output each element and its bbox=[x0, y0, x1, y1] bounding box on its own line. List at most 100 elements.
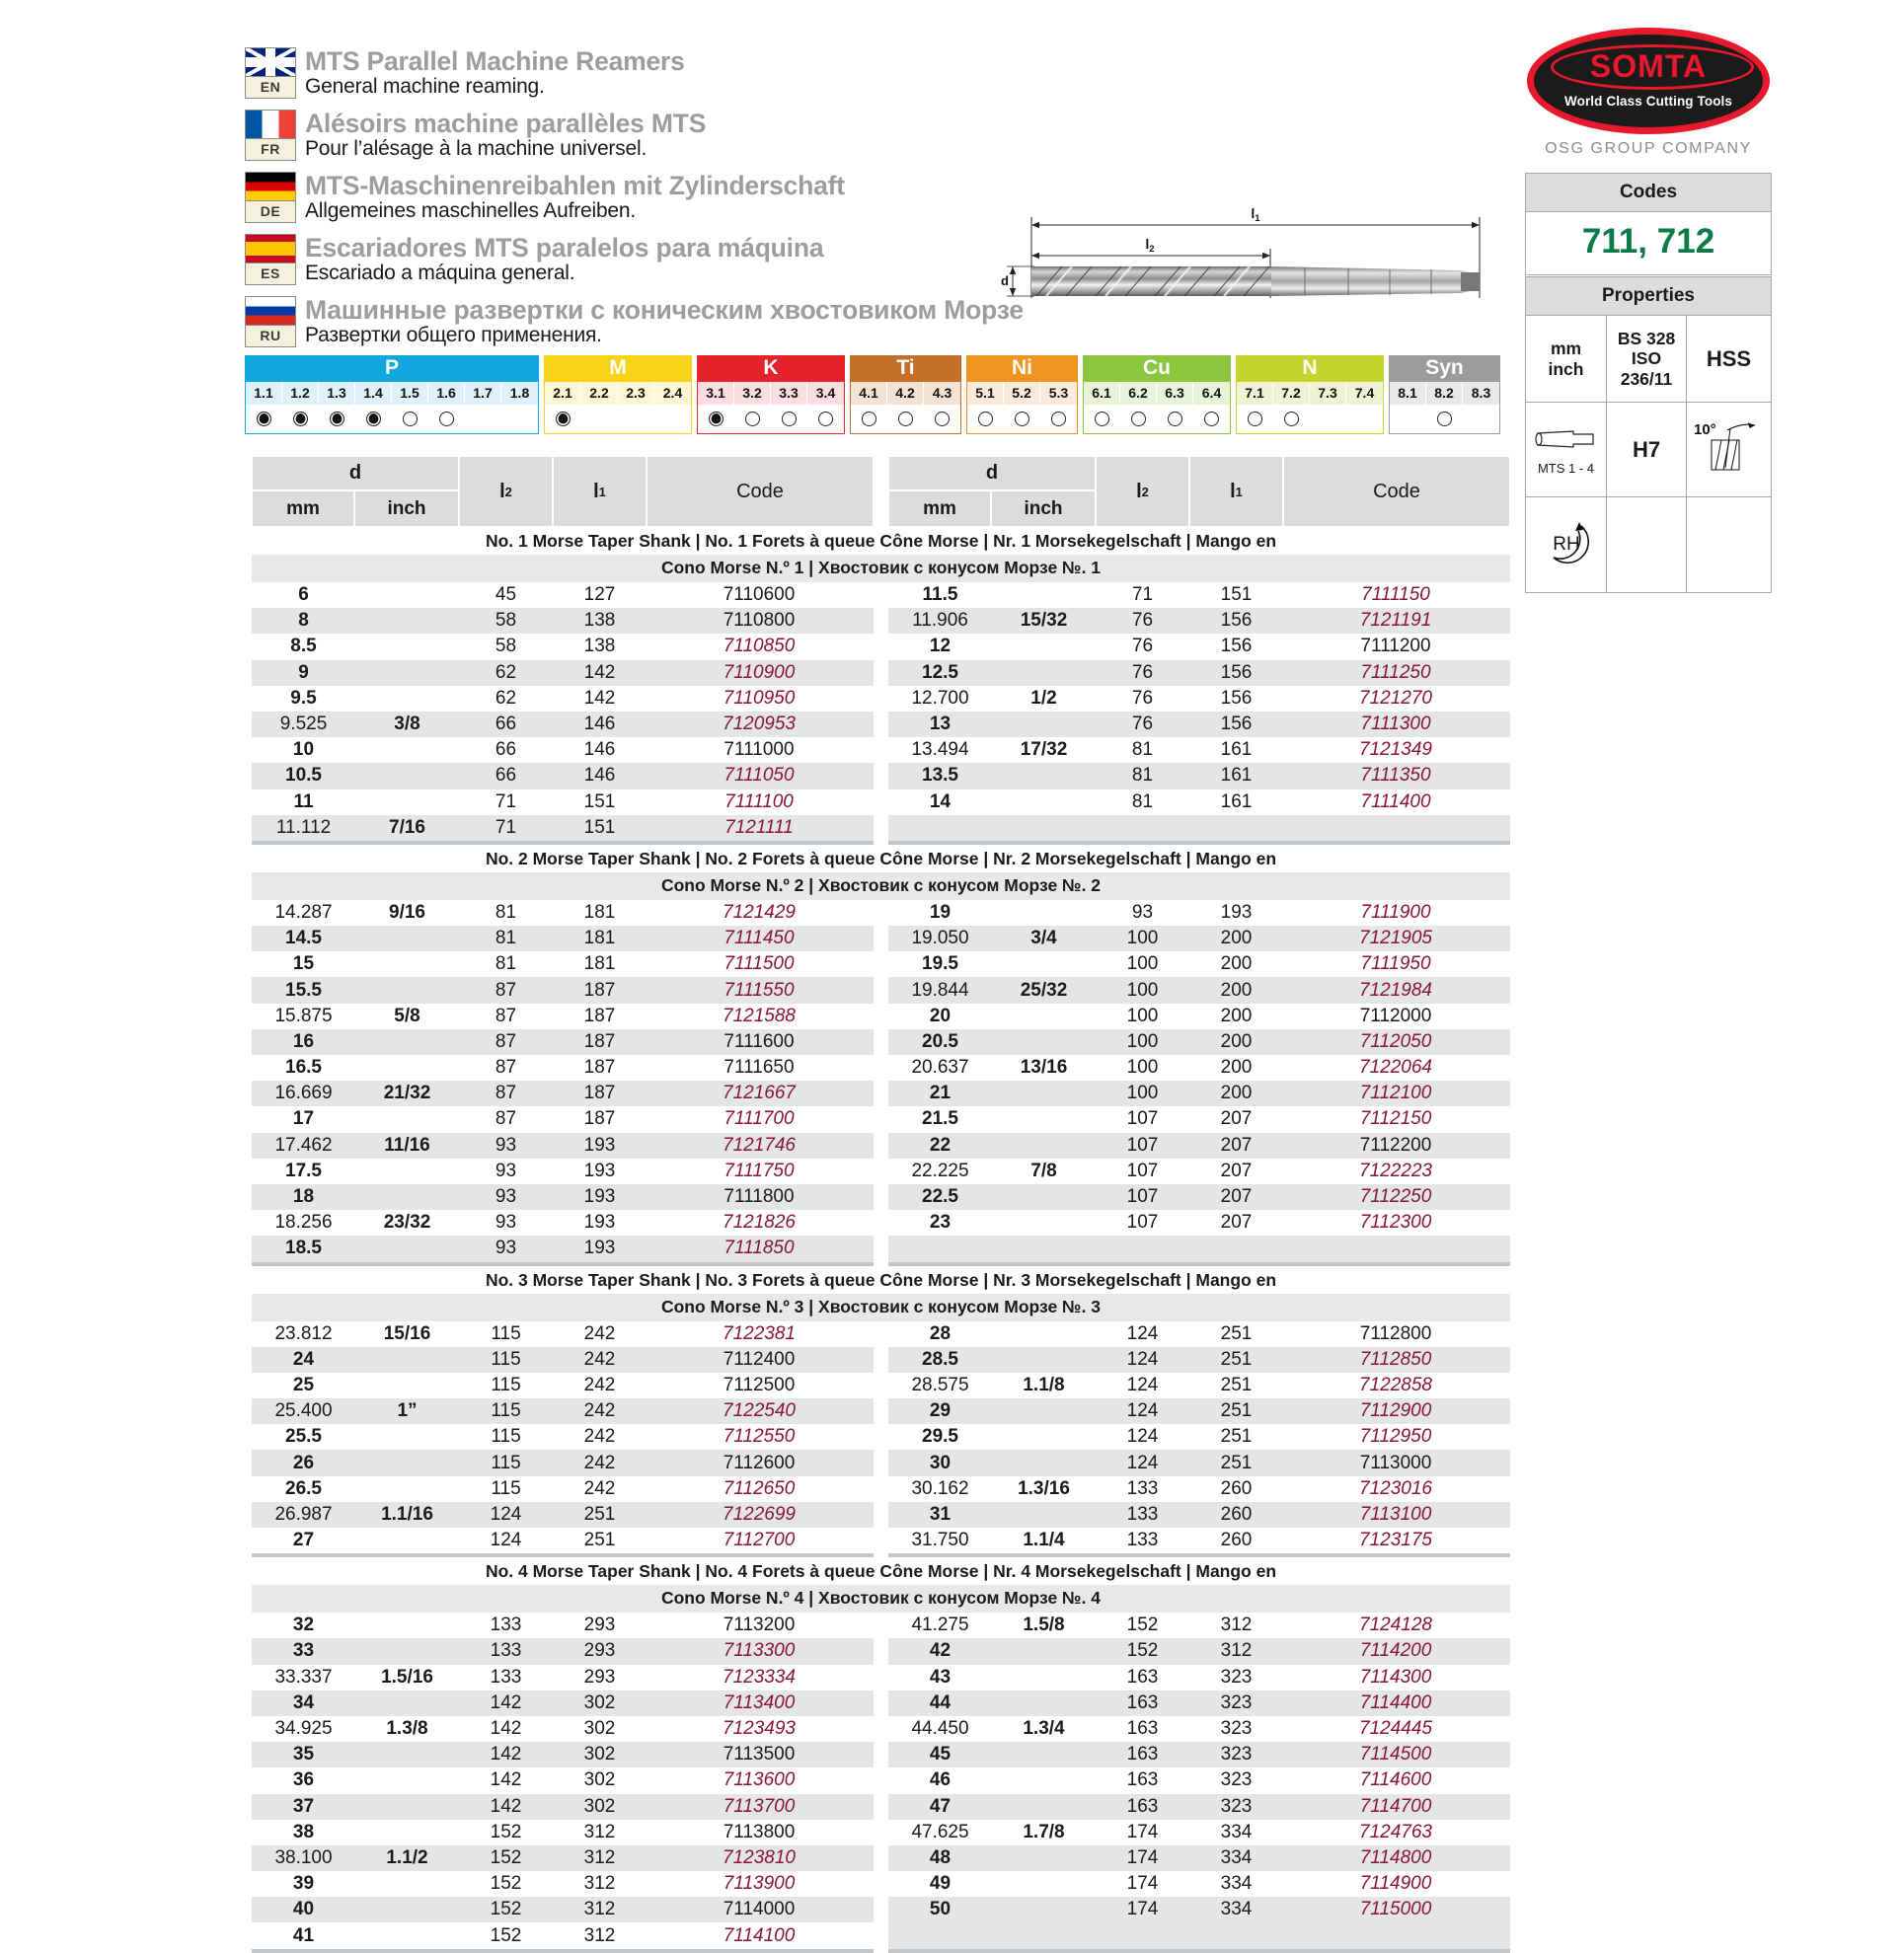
table-row[interactable]: 20.5 100 200 7112050 bbox=[888, 1028, 1510, 1055]
cell-code[interactable]: 7111600 bbox=[724, 1030, 795, 1052]
table-row[interactable]: 45 163 323 7114500 bbox=[888, 1742, 1510, 1768]
table-row[interactable]: 39 152 312 7113900 bbox=[252, 1871, 874, 1897]
table-row[interactable]: 13.494 17/32 81 161 7121349 bbox=[888, 737, 1510, 763]
table-row[interactable]: 22.225 7/8 107 207 7122223 bbox=[888, 1159, 1510, 1184]
table-row[interactable]: 30 124 251 7113000 bbox=[888, 1450, 1510, 1476]
cell-code[interactable]: 7110600 bbox=[723, 584, 796, 606]
material-cell-7.3[interactable]: 7.3 bbox=[1310, 382, 1346, 433]
table-row[interactable]: 18 93 193 7111800 bbox=[252, 1183, 874, 1211]
cell-code[interactable]: 7123810 bbox=[723, 1846, 796, 1868]
cell-code[interactable]: 7111850 bbox=[724, 1238, 795, 1259]
table-row[interactable]: 18.256 23/32 93 193 7121826 bbox=[252, 1210, 874, 1236]
table-row[interactable]: 11.906 15/32 76 156 7121191 bbox=[888, 608, 1510, 635]
material-cell-5.3[interactable]: 5.3 bbox=[1040, 382, 1077, 433]
cell-code[interactable]: 7112650 bbox=[723, 1477, 796, 1499]
table-row[interactable]: 28 124 251 7112800 bbox=[888, 1321, 1510, 1347]
cell-code[interactable]: 7113500 bbox=[723, 1744, 796, 1765]
cell-code[interactable]: 7113600 bbox=[723, 1769, 796, 1791]
table-row[interactable]: 9 62 142 7110900 bbox=[252, 659, 874, 686]
cell-code[interactable]: 7114600 bbox=[1359, 1769, 1432, 1791]
cell-code[interactable]: 7111100 bbox=[724, 790, 794, 812]
cell-code[interactable]: 7122699 bbox=[723, 1503, 796, 1525]
table-row[interactable]: 20.637 13/16 100 200 7122064 bbox=[888, 1055, 1510, 1081]
cell-code[interactable]: 7111300 bbox=[1360, 714, 1431, 735]
table-row[interactable]: 46 163 323 7114600 bbox=[888, 1767, 1510, 1793]
material-cell-2.4[interactable]: 2.4 bbox=[654, 382, 691, 433]
table-row[interactable]: 32 133 293 7113200 bbox=[252, 1613, 874, 1638]
material-cell-2.3[interactable]: 2.3 bbox=[618, 382, 654, 433]
table-row[interactable]: 15.5 87 187 7111550 bbox=[252, 977, 874, 1004]
material-cell-3.3[interactable]: 3.3 bbox=[771, 382, 807, 433]
material-cell-1.2[interactable]: 1.2 bbox=[282, 382, 319, 433]
table-row[interactable]: 12 76 156 7111200 bbox=[888, 634, 1510, 659]
material-cell-7.1[interactable]: 7.1 bbox=[1237, 382, 1273, 433]
cell-code[interactable]: 7112900 bbox=[1359, 1400, 1432, 1422]
cell-code[interactable]: 7111050 bbox=[724, 765, 795, 787]
material-cell-1.4[interactable]: 1.4 bbox=[355, 382, 392, 433]
table-row[interactable]: 19.050 3/4 100 200 7121905 bbox=[888, 926, 1510, 952]
cell-code[interactable]: 7113100 bbox=[1359, 1503, 1432, 1525]
material-cell-1.1[interactable]: 1.1 bbox=[246, 382, 282, 433]
cell-code[interactable]: 7110850 bbox=[723, 636, 796, 657]
cell-code[interactable]: 7121588 bbox=[723, 1005, 796, 1026]
material-cell-1.3[interactable]: 1.3 bbox=[319, 382, 355, 433]
table-row[interactable]: 31 133 260 7113100 bbox=[888, 1501, 1510, 1528]
cell-code[interactable]: 7114500 bbox=[1359, 1744, 1432, 1765]
table-row[interactable]: 41.275 1.5/8 152 312 7124128 bbox=[888, 1613, 1510, 1638]
table-row[interactable]: 9.525 3/8 66 146 7120953 bbox=[252, 711, 874, 738]
cell-code[interactable]: 7111750 bbox=[724, 1160, 795, 1181]
cell-code[interactable]: 7121191 bbox=[1359, 610, 1432, 632]
cell-code[interactable]: 7112500 bbox=[723, 1374, 796, 1395]
cell-code[interactable]: 7111350 bbox=[1360, 765, 1431, 787]
cell-code[interactable]: 7122858 bbox=[1359, 1374, 1432, 1395]
cell-code[interactable]: 7122064 bbox=[1359, 1057, 1432, 1079]
cell-code[interactable]: 7115000 bbox=[1359, 1899, 1432, 1920]
table-row[interactable]: 11.5 71 151 7111150 bbox=[888, 582, 1510, 608]
table-row[interactable]: 20 100 200 7112000 bbox=[888, 1004, 1510, 1029]
cell-code[interactable]: 7121746 bbox=[723, 1134, 796, 1156]
material-cell-1.8[interactable]: 1.8 bbox=[501, 382, 538, 433]
material-cell-1.7[interactable]: 1.7 bbox=[465, 382, 501, 433]
table-row[interactable]: 16.5 87 187 7111650 bbox=[252, 1055, 874, 1081]
cell-code[interactable]: 7113200 bbox=[723, 1615, 796, 1636]
cell-code[interactable]: 7114200 bbox=[1359, 1640, 1432, 1662]
table-row[interactable]: 22.5 107 207 7112250 bbox=[888, 1183, 1510, 1211]
table-row[interactable]: 16 87 187 7111600 bbox=[252, 1028, 874, 1055]
cell-code[interactable]: 7113300 bbox=[723, 1640, 796, 1662]
cell-code[interactable]: 7113400 bbox=[723, 1691, 796, 1713]
cell-code[interactable]: 7112800 bbox=[1359, 1322, 1432, 1344]
cell-code[interactable]: 7124445 bbox=[1359, 1718, 1432, 1740]
table-row[interactable]: 15 81 181 7111500 bbox=[252, 951, 874, 977]
table-row[interactable]: 17.5 93 193 7111750 bbox=[252, 1159, 874, 1184]
material-cell-8.3[interactable]: 8.3 bbox=[1463, 382, 1499, 433]
cell-code[interactable]: 7112950 bbox=[1359, 1426, 1432, 1448]
table-row[interactable]: 18.5 93 193 7111850 bbox=[252, 1236, 874, 1262]
material-cell-6.2[interactable]: 6.2 bbox=[1120, 382, 1157, 433]
material-cell-4.3[interactable]: 4.3 bbox=[924, 382, 960, 433]
table-row[interactable]: 34.925 1.3/8 142 302 7123493 bbox=[252, 1716, 874, 1742]
table-row[interactable]: 31.750 1.1/4 133 260 7123175 bbox=[888, 1528, 1510, 1553]
table-row[interactable]: 35 142 302 7113500 bbox=[252, 1742, 874, 1768]
table-row[interactable]: 21 100 200 7112100 bbox=[888, 1081, 1510, 1107]
cell-code[interactable]: 7112550 bbox=[723, 1426, 796, 1448]
material-cell-6.4[interactable]: 6.4 bbox=[1193, 382, 1230, 433]
cell-code[interactable]: 7111950 bbox=[1360, 953, 1431, 975]
table-row[interactable]: 14.5 81 181 7111450 bbox=[252, 926, 874, 952]
cell-code[interactable]: 7121826 bbox=[723, 1212, 796, 1234]
table-row[interactable]: 28.575 1.1/8 124 251 7122858 bbox=[888, 1373, 1510, 1398]
material-cell-3.1[interactable]: 3.1 bbox=[698, 382, 734, 433]
table-row[interactable]: 38.100 1.1/2 152 312 7123810 bbox=[252, 1844, 874, 1872]
table-row[interactable]: 11.112 7/16 71 151 7121111 bbox=[252, 814, 874, 841]
table-row[interactable]: 42 152 312 7114200 bbox=[888, 1638, 1510, 1665]
table-row[interactable]: 8.5 58 138 7110850 bbox=[252, 634, 874, 659]
table-row[interactable]: 13.5 81 161 7111350 bbox=[888, 763, 1510, 789]
material-cell-8.1[interactable]: 8.1 bbox=[1390, 382, 1426, 433]
cell-code[interactable]: 7123016 bbox=[1359, 1477, 1432, 1499]
table-row[interactable]: 9.5 62 142 7110950 bbox=[252, 686, 874, 712]
table-row[interactable]: 16.669 21/32 87 187 7121667 bbox=[252, 1081, 874, 1107]
cell-code[interactable]: 7113000 bbox=[1359, 1452, 1432, 1473]
cell-code[interactable]: 7112100 bbox=[1359, 1083, 1432, 1104]
material-cell-4.1[interactable]: 4.1 bbox=[851, 382, 887, 433]
cell-code[interactable]: 7114800 bbox=[1359, 1846, 1432, 1868]
cell-code[interactable]: 7111400 bbox=[1360, 790, 1431, 812]
